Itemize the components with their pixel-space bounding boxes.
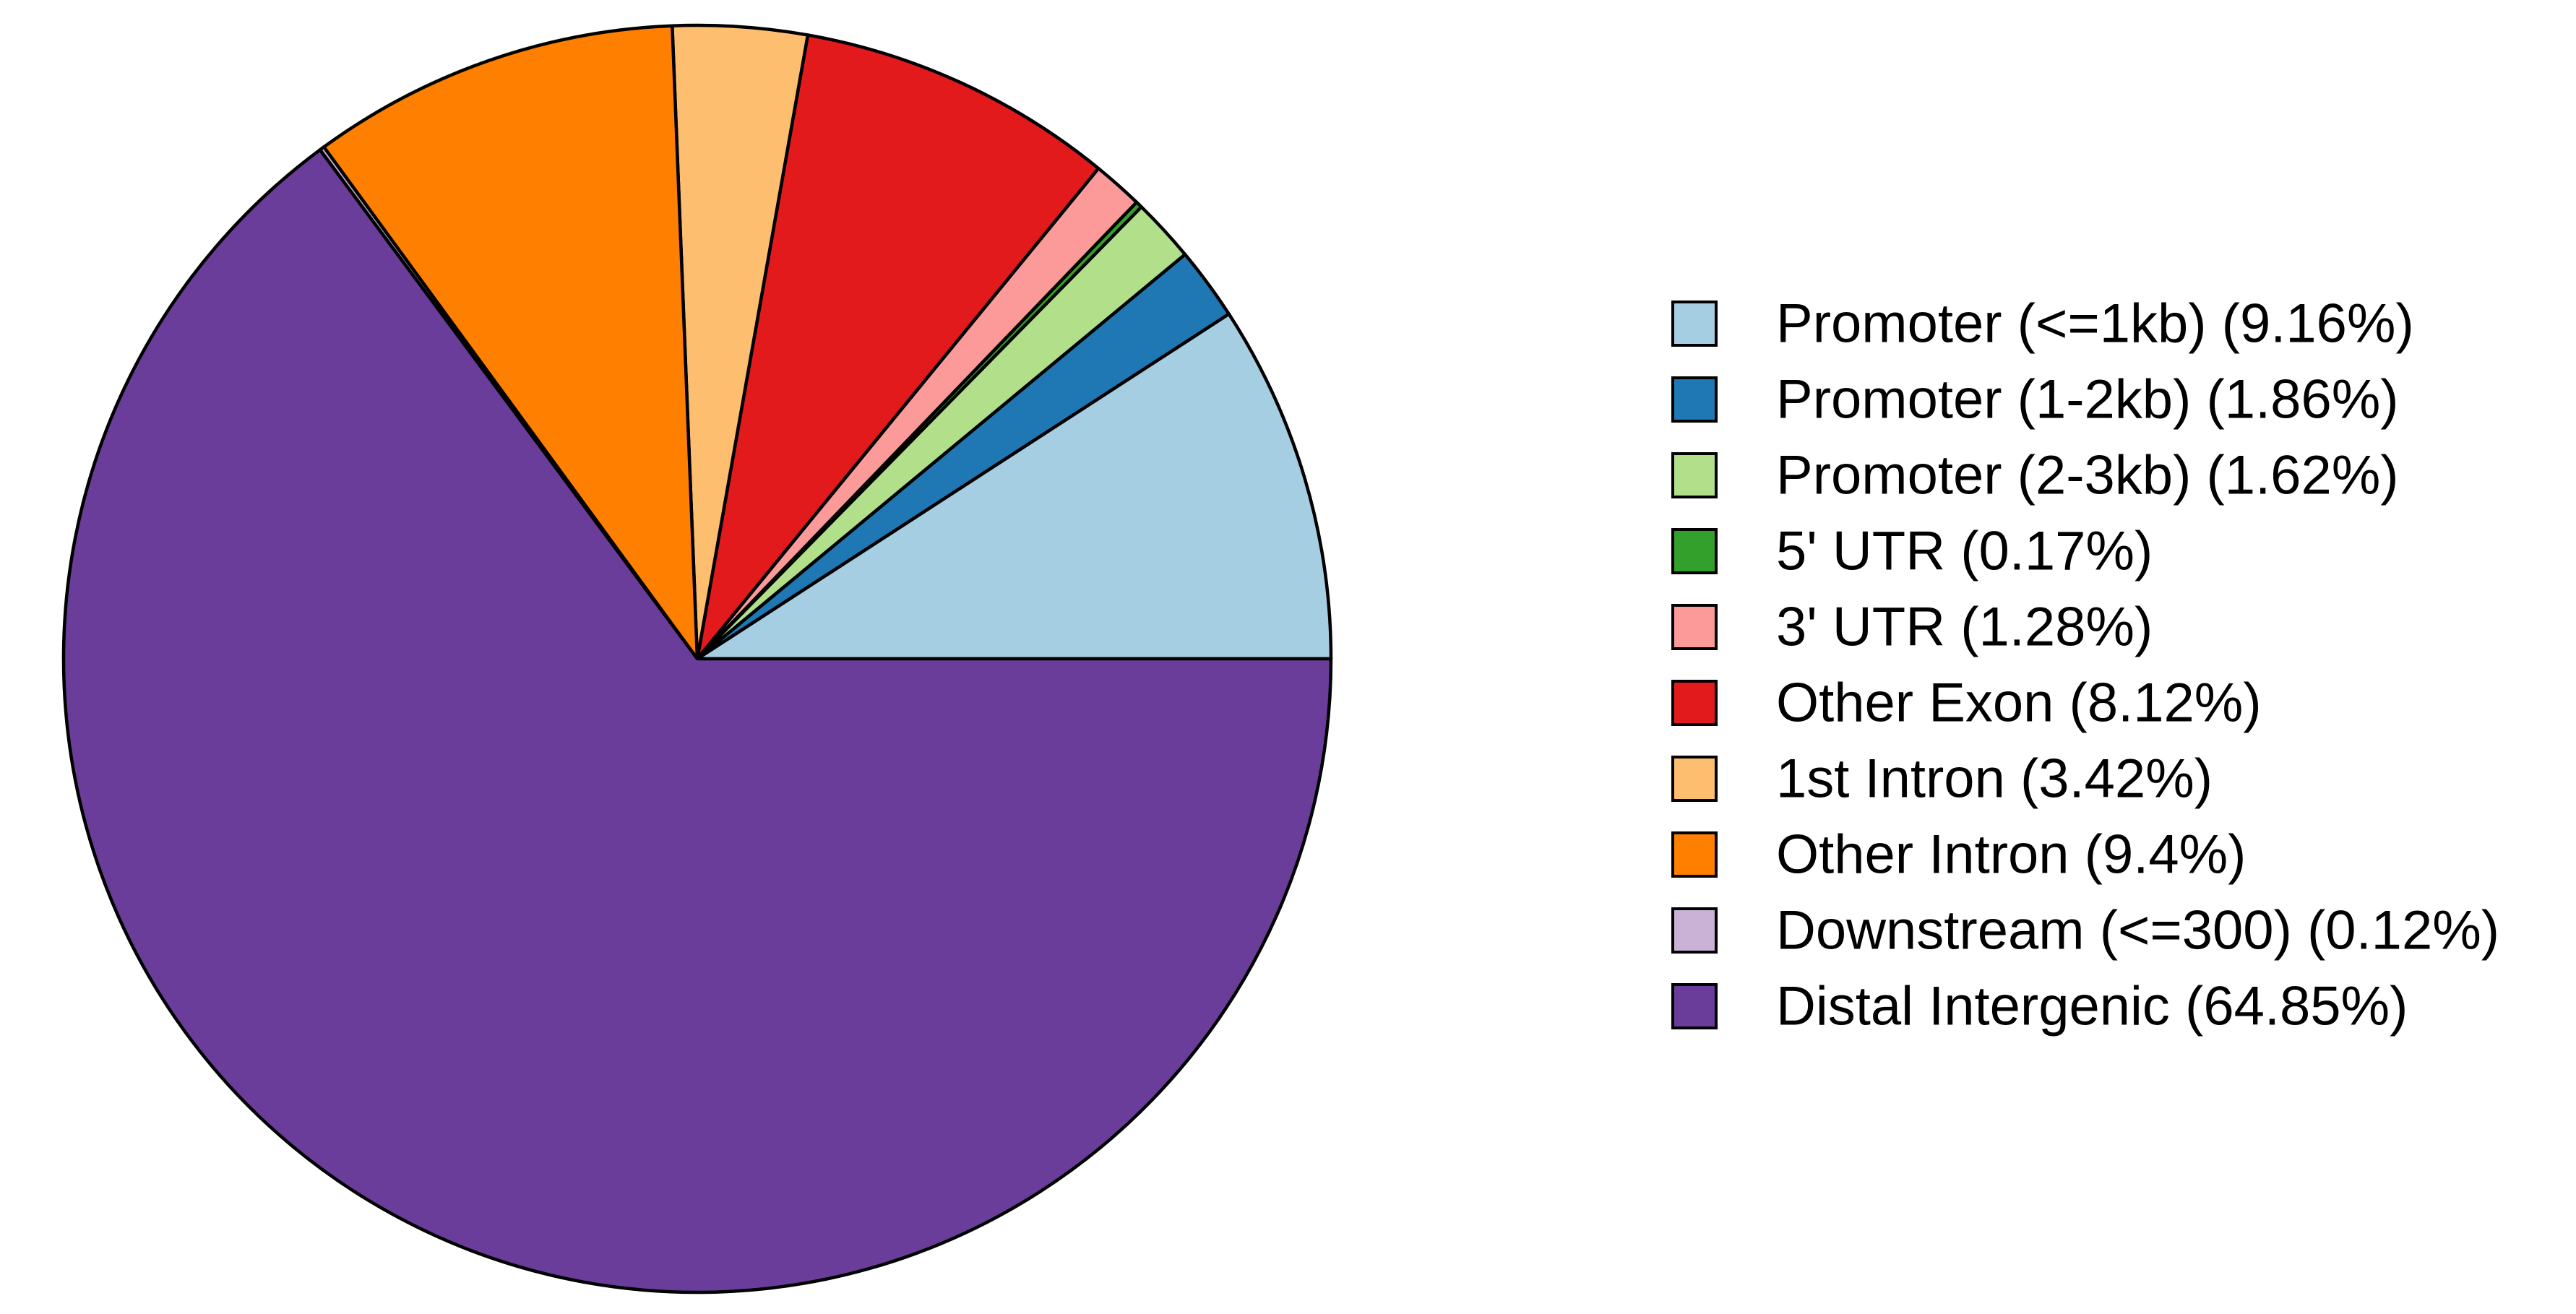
legend-label: Downstream (<=300) (0.12%) (1776, 900, 2499, 961)
legend-swatch (1671, 983, 1718, 1029)
legend-label: 3' UTR (1.28%) (1776, 597, 2153, 658)
legend-swatch (1671, 680, 1718, 726)
legend-swatch (1671, 452, 1718, 498)
legend-swatch (1671, 301, 1718, 347)
legend-label: Promoter (2-3kb) (1.62%) (1776, 445, 2399, 506)
legend-item: Distal Intergenic (64.85%) (1671, 976, 2408, 1037)
legend-item: 5' UTR (0.17%) (1671, 521, 2153, 582)
legend-swatch (1671, 376, 1718, 423)
legend-item: Downstream (<=300) (0.12%) (1671, 900, 2499, 961)
pie-slices (61, 23, 1333, 1294)
legend: Promoter (<=1kb) (9.16%) Promoter (1-2kb)… (1671, 293, 2499, 1037)
legend-swatch (1671, 756, 1718, 802)
pie-slice-10 (61, 148, 1333, 1294)
legend-label: 5' UTR (0.17%) (1776, 521, 2153, 582)
pie-slice-6 (695, 33, 1100, 661)
pie-slice-1 (695, 312, 1333, 661)
legend-item: Promoter (<=1kb) (9.16%) (1671, 293, 2414, 355)
legend-label: Other Intron (9.4%) (1776, 824, 2247, 886)
legend-item: 1st Intron (3.42%) (1671, 748, 2213, 810)
legend-label: Other Exon (8.12%) (1776, 673, 2262, 734)
legend-label: Promoter (<=1kb) (9.16%) (1776, 293, 2414, 355)
legend-label: Distal Intergenic (64.85%) (1776, 976, 2408, 1037)
legend-swatch (1671, 604, 1718, 650)
legend-swatch (1671, 831, 1718, 878)
legend-item: 3' UTR (1.28%) (1671, 597, 2153, 658)
legend-swatch (1671, 907, 1718, 954)
legend-item: Other Exon (8.12%) (1671, 673, 2262, 734)
pie-slice-8 (322, 24, 699, 661)
legend-item: Other Intron (9.4%) (1671, 824, 2247, 886)
legend-item: Promoter (1-2kb) (1.86%) (1671, 369, 2399, 431)
legend-label: Promoter (1-2kb) (1.86%) (1776, 369, 2399, 431)
legend-swatch (1671, 528, 1718, 574)
legend-label: 1st Intron (3.42%) (1776, 748, 2213, 810)
legend-item: Promoter (2-3kb) (1.62%) (1671, 445, 2399, 506)
